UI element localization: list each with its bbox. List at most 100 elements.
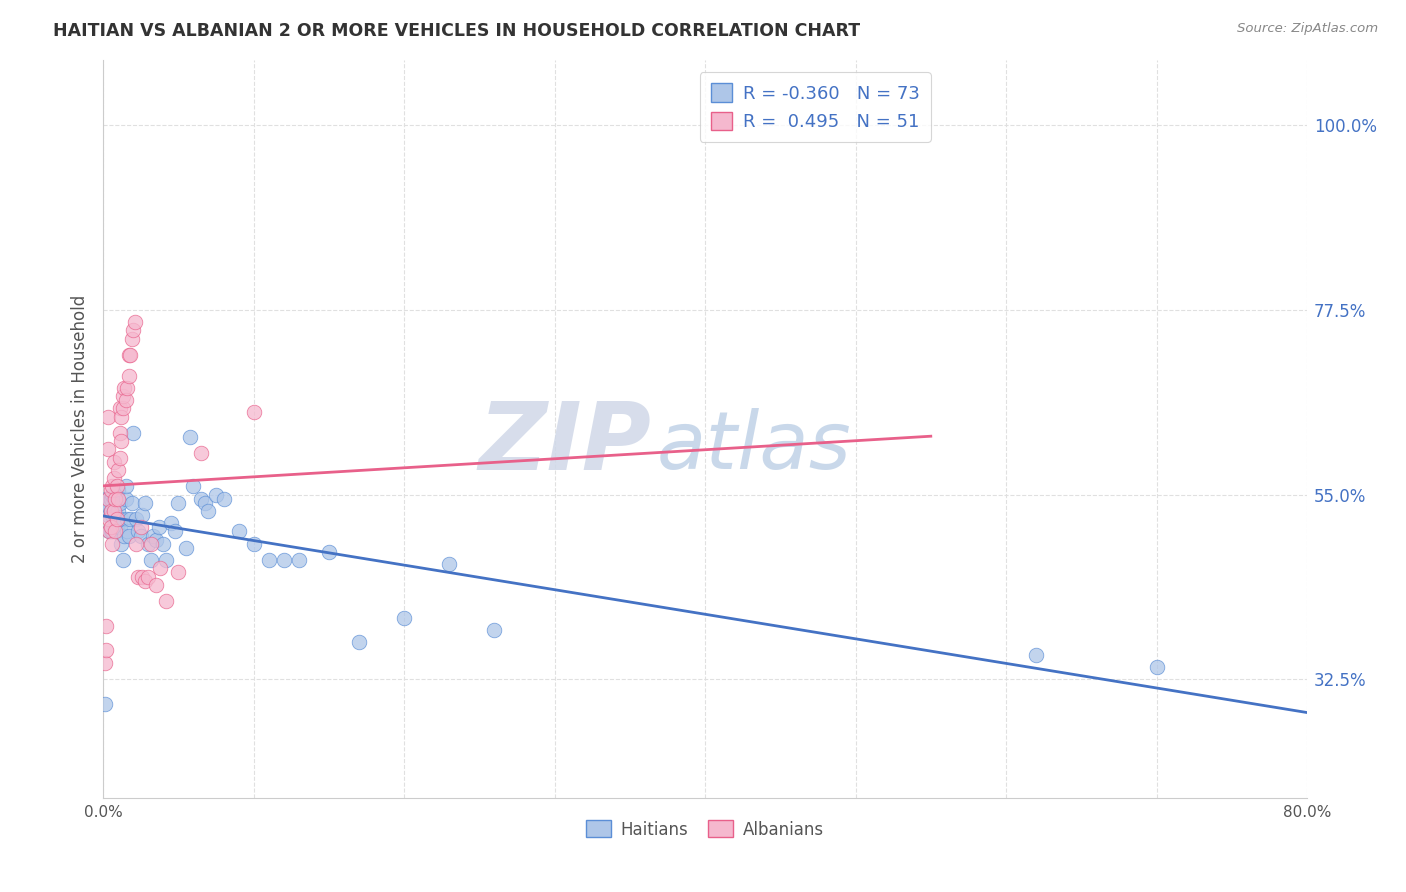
Point (205, 487, 228, 501)
Point (145, 533, 167, 547)
Point (104, 524, 127, 539)
Point (108, 520, 131, 534)
Point (104, 508, 127, 522)
Point (104, 491, 127, 506)
Point (107, 516, 129, 531)
Point (101, 487, 124, 501)
Point (134, 574, 156, 588)
Point (101, 508, 124, 522)
Point (94, 496, 117, 510)
Point (98, 500, 121, 514)
Point (392, 610, 415, 624)
Point (94, 619, 117, 633)
Point (179, 430, 201, 444)
Point (104, 524, 127, 539)
Point (129, 528, 152, 542)
Point (105, 496, 128, 510)
Point (110, 409, 132, 424)
Point (98, 512, 121, 526)
Point (148, 520, 170, 534)
Point (155, 553, 177, 567)
Point (105, 512, 128, 526)
Point (129, 520, 152, 534)
Point (100, 491, 122, 506)
Point (97, 409, 120, 424)
Point (107, 504, 129, 518)
Point (1146, 660, 1168, 674)
Point (112, 381, 135, 395)
Point (93, 656, 115, 670)
Point (114, 479, 136, 493)
Point (111, 553, 134, 567)
Point (107, 463, 129, 477)
Point (134, 496, 156, 510)
Point (100, 504, 122, 518)
Point (105, 520, 128, 534)
Point (115, 512, 138, 526)
Point (242, 405, 264, 419)
Point (104, 487, 127, 501)
Point (111, 389, 134, 403)
Point (108, 401, 131, 416)
Point (122, 425, 145, 440)
Text: ZIP: ZIP (478, 398, 651, 490)
Point (100, 483, 122, 498)
Point (120, 348, 142, 362)
Point (124, 315, 146, 329)
Point (103, 455, 125, 469)
Point (167, 496, 190, 510)
Point (141, 537, 163, 551)
Point (190, 446, 212, 460)
Point (97, 508, 120, 522)
Legend: Haitians, Albanians: Haitians, Albanians (579, 814, 831, 846)
Point (103, 520, 125, 534)
Point (103, 471, 125, 485)
Point (118, 368, 141, 383)
Point (145, 578, 167, 592)
Point (160, 516, 183, 531)
Point (108, 450, 131, 465)
Point (142, 528, 165, 542)
Point (98, 524, 121, 539)
Point (115, 524, 138, 539)
Point (127, 524, 149, 539)
Point (114, 491, 136, 506)
Point (115, 381, 138, 395)
Point (110, 512, 132, 526)
Point (149, 561, 172, 575)
Point (183, 479, 205, 493)
Point (165, 524, 187, 539)
Point (100, 520, 122, 534)
Point (318, 545, 340, 559)
Point (273, 553, 295, 567)
Point (101, 524, 124, 539)
Point (111, 401, 134, 416)
Point (114, 393, 136, 408)
Point (93, 697, 115, 711)
Point (167, 566, 190, 580)
Point (122, 323, 145, 337)
Point (118, 528, 141, 542)
Point (141, 553, 163, 567)
Point (94, 643, 117, 657)
Point (287, 553, 309, 567)
Text: atlas: atlas (657, 409, 852, 486)
Point (131, 569, 153, 583)
Point (121, 332, 143, 346)
Point (97, 491, 120, 506)
Point (136, 537, 159, 551)
Point (194, 496, 217, 510)
Point (108, 425, 131, 440)
Point (127, 569, 149, 583)
Point (103, 504, 125, 518)
Point (190, 491, 212, 506)
Point (131, 508, 153, 522)
Point (108, 496, 131, 510)
Point (94, 491, 117, 506)
Point (107, 483, 129, 498)
Point (101, 479, 124, 493)
Point (120, 512, 142, 526)
Point (347, 635, 370, 649)
Point (112, 528, 135, 542)
Point (101, 537, 124, 551)
